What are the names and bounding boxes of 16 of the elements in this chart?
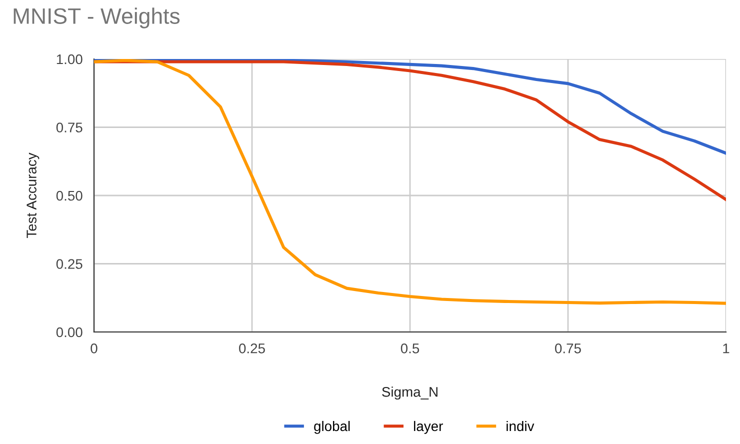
- y-tick-label: 1.00: [56, 54, 82, 64]
- y-axis-title: Test Accuracy: [26, 152, 40, 238]
- x-tick-label: 0: [90, 343, 98, 354]
- legend-label: layer: [414, 420, 443, 434]
- x-tick-label: 0.5: [400, 343, 420, 354]
- x-tick-label: 0.75: [555, 343, 581, 354]
- x-tick-label: 1: [723, 344, 730, 354]
- y-tick-label: 0.25: [56, 259, 82, 269]
- y-tick-label: 0.75: [56, 122, 82, 132]
- legend-label: indiv: [506, 420, 534, 432]
- chart-title: MNIST - Weights: [14, 8, 180, 28]
- x-tick-label: 0.25: [239, 343, 265, 354]
- x-axis-title: Sigma_N: [382, 386, 438, 400]
- y-tick-label: 0.50: [56, 190, 82, 201]
- y-tick-label: 0.00: [56, 327, 82, 338]
- legend-label: global: [314, 420, 350, 434]
